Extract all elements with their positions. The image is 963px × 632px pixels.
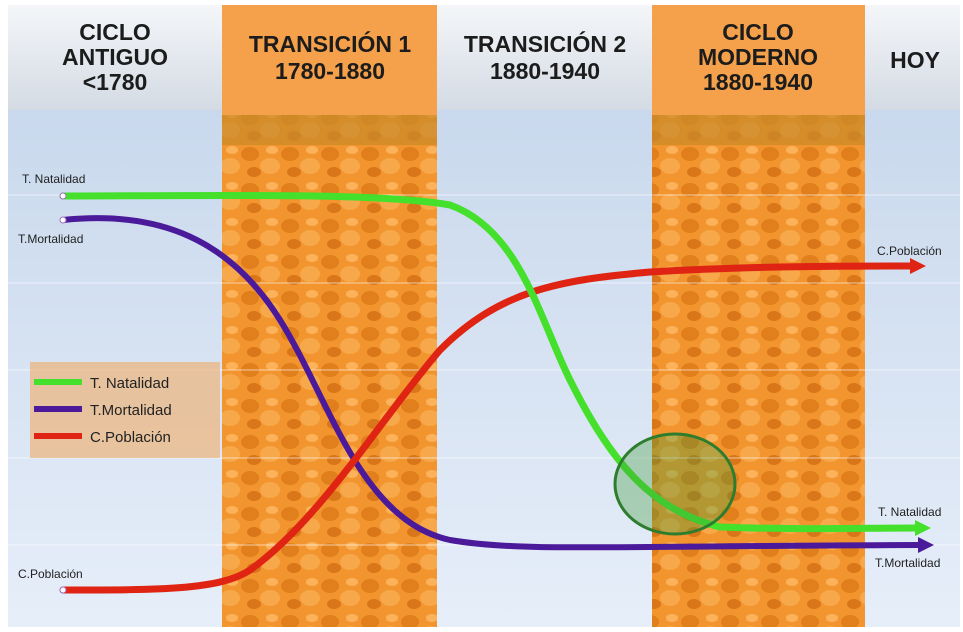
legend-label: T. Natalidad <box>90 375 169 392</box>
curve-label: T. Natalidad <box>22 172 85 186</box>
curve-label: C.Población <box>877 244 942 258</box>
diagram: CICLOANTIGUO<1780 TRANSICIÓN 11780-1880 … <box>0 0 963 632</box>
legend-label: C.Población <box>90 429 171 446</box>
legend: T. Natalidad T.Mortalidad C.Población <box>30 362 220 458</box>
crowd-edge <box>652 115 865 145</box>
curve-label: C.Población <box>18 567 83 581</box>
start-dot <box>60 217 66 223</box>
crowd-edge <box>222 115 437 145</box>
legend-label: T.Mortalidad <box>90 402 172 419</box>
curve-label: T.Mortalidad <box>875 556 940 570</box>
column-header: HOY <box>890 47 940 73</box>
curve-label: T.Mortalidad <box>18 232 83 246</box>
start-dot <box>60 193 66 199</box>
highlight-circle <box>615 434 735 534</box>
start-dot <box>60 587 66 593</box>
curve-label: T. Natalidad <box>878 505 941 519</box>
